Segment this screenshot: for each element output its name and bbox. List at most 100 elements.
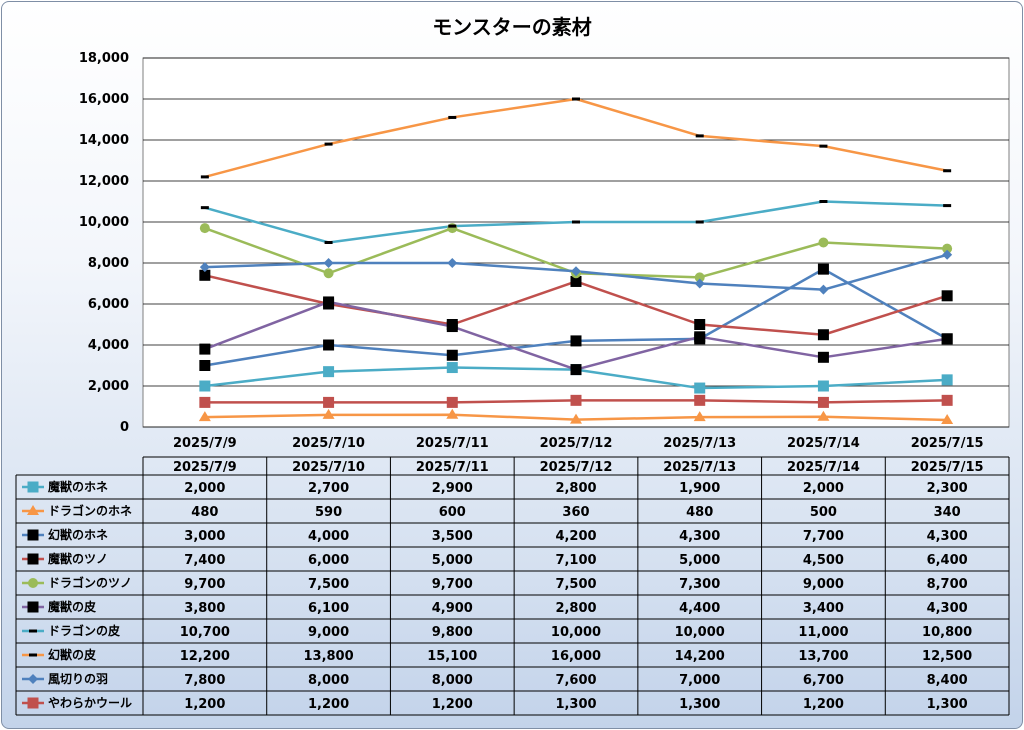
table-value: 4,300 xyxy=(927,529,968,544)
table-value: 8,000 xyxy=(308,673,349,688)
data-point-marker xyxy=(323,366,335,378)
data-point-marker xyxy=(200,175,209,179)
data-point-marker xyxy=(942,243,953,254)
table-header-date: 2025/7/14 xyxy=(787,460,860,475)
table-value: 4,000 xyxy=(308,529,349,544)
table-value: 6,000 xyxy=(308,553,349,568)
y-tick-label: 2,000 xyxy=(88,379,129,394)
data-point-marker xyxy=(323,339,335,351)
table-value: 6,100 xyxy=(308,601,349,616)
data-point-marker xyxy=(943,169,952,173)
table-header-date: 2025/7/11 xyxy=(416,460,489,475)
table-header-date: 2025/7/9 xyxy=(173,460,237,475)
data-point-marker xyxy=(28,578,38,588)
table-value: 7,000 xyxy=(679,673,720,688)
table-value: 6,700 xyxy=(803,673,844,688)
data-point-marker xyxy=(27,553,39,565)
data-point-marker xyxy=(446,396,458,408)
table-value: 10,700 xyxy=(180,625,230,640)
table-value: 500 xyxy=(810,505,837,520)
data-point-marker xyxy=(27,601,39,613)
data-point-marker xyxy=(199,343,211,355)
table-value: 5,000 xyxy=(679,553,720,568)
table-value: 12,200 xyxy=(180,649,230,664)
legend-label: 魔獣の皮 xyxy=(48,599,96,614)
data-point-marker xyxy=(446,321,458,333)
data-point-marker xyxy=(323,396,335,408)
data-point-marker xyxy=(446,349,458,361)
data-point-marker xyxy=(27,529,39,541)
data-point-marker xyxy=(323,268,334,279)
table-value: 1,900 xyxy=(679,481,720,496)
table-value: 2,700 xyxy=(308,481,349,496)
table-value: 2,800 xyxy=(555,601,596,616)
data-point-marker xyxy=(695,134,704,138)
data-point-marker xyxy=(571,266,581,277)
table-header-date: 2025/7/12 xyxy=(540,460,613,475)
data-point-marker xyxy=(694,382,706,394)
table-value: 2,000 xyxy=(803,481,844,496)
table-value: 5,000 xyxy=(432,553,473,568)
data-point-marker xyxy=(819,144,828,148)
table-value: 7,400 xyxy=(184,553,225,568)
data-point-marker xyxy=(941,333,953,345)
table-value: 1,300 xyxy=(555,697,596,712)
table-value: 8,400 xyxy=(927,673,968,688)
table-value: 480 xyxy=(191,505,218,520)
table-value: 1,200 xyxy=(432,697,473,712)
data-point-marker xyxy=(199,262,210,273)
data-point-marker xyxy=(27,481,39,493)
table-value: 6,400 xyxy=(927,553,968,568)
table-value: 1,300 xyxy=(927,697,968,712)
data-point-marker xyxy=(448,224,457,228)
data-point-marker xyxy=(818,237,829,248)
table-value: 3,400 xyxy=(803,601,844,616)
table-value: 10,800 xyxy=(922,625,972,640)
table-value: 10,000 xyxy=(551,625,601,640)
legend-label: やわらかウール xyxy=(48,696,132,710)
table-value: 7,800 xyxy=(184,673,225,688)
y-tick-label: 16,000 xyxy=(79,92,129,107)
table-value: 4,300 xyxy=(679,529,720,544)
legend-label: 幻獣の皮 xyxy=(48,647,96,662)
table-value: 13,700 xyxy=(798,649,848,664)
table-value: 16,000 xyxy=(551,649,601,664)
data-point-marker xyxy=(941,290,953,302)
data-point-marker xyxy=(693,411,706,422)
data-point-marker xyxy=(817,380,829,392)
data-point-marker xyxy=(694,278,705,289)
table-header-date: 2025/7/13 xyxy=(663,460,736,475)
table-value: 340 xyxy=(934,505,961,520)
data-point-marker xyxy=(695,220,704,224)
data-point-marker xyxy=(694,331,706,343)
y-tick-label: 4,000 xyxy=(88,338,129,353)
data-point-marker xyxy=(323,258,334,268)
table-value: 360 xyxy=(562,505,589,520)
data-point-marker xyxy=(199,380,211,392)
data-point-marker xyxy=(446,408,459,419)
data-point-marker xyxy=(570,335,582,347)
data-point-marker xyxy=(817,351,829,363)
x-tick-label: 2025/7/13 xyxy=(663,436,736,451)
table-value: 590 xyxy=(315,505,342,520)
y-tick-label: 14,000 xyxy=(79,133,129,148)
data-point-marker xyxy=(572,97,580,101)
legend-label: 魔獣のツノ xyxy=(48,551,108,566)
table-value: 15,100 xyxy=(427,649,477,664)
data-point-marker xyxy=(818,284,829,295)
data-point-marker xyxy=(324,142,333,146)
data-point-marker xyxy=(198,411,211,422)
y-tick-label: 6,000 xyxy=(88,297,129,312)
data-point-marker xyxy=(570,364,582,376)
data-point-marker xyxy=(29,629,37,633)
data-point-marker xyxy=(199,223,210,234)
table-value: 2,000 xyxy=(184,481,225,496)
y-tick-label: 0 xyxy=(120,420,129,435)
table-value: 2,300 xyxy=(927,481,968,496)
data-point-marker xyxy=(694,394,706,406)
x-tick-label: 2025/7/11 xyxy=(416,436,489,451)
table-value: 4,200 xyxy=(555,529,596,544)
data-point-marker xyxy=(819,200,828,203)
data-point-marker xyxy=(817,329,829,341)
